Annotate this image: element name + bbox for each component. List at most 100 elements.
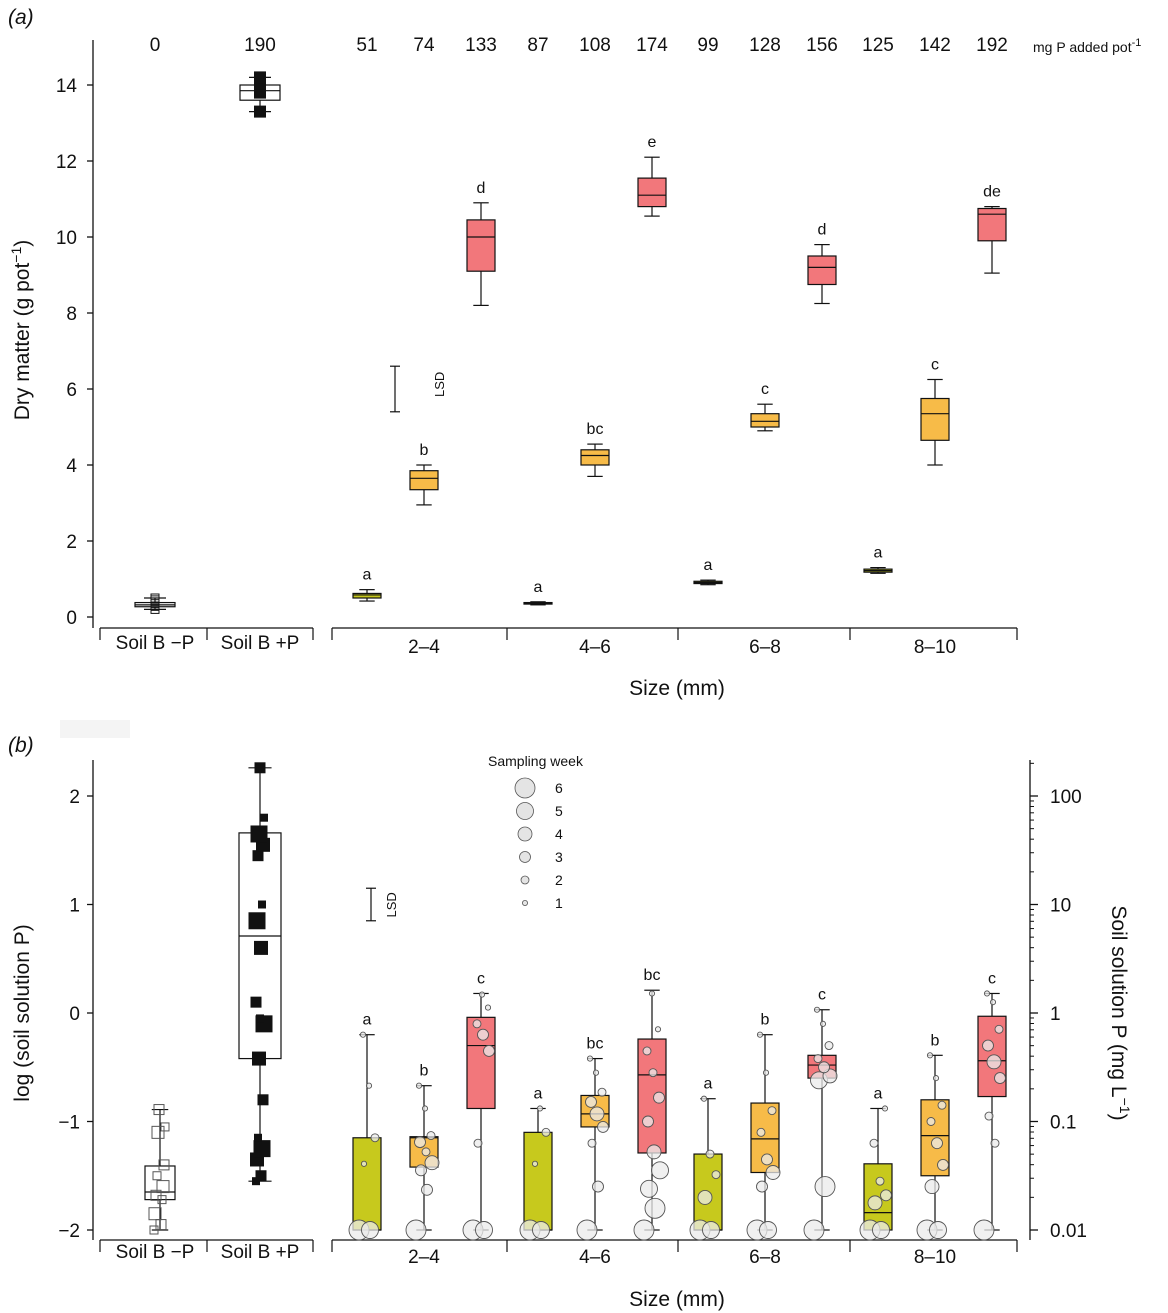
legend-marker-week-2 [520,875,530,885]
b-point-7-3 [765,1165,781,1180]
a-box-5: a [523,579,553,606]
b-control-minus-point-8 [151,1125,165,1139]
legend-marker-week-4 [517,826,533,842]
panel-b: (b) log (soil solution P) Soil solution … [8,720,1133,1311]
b-y-tick-label-2: 0 [69,1004,80,1025]
b-point-10-1 [929,1221,947,1239]
a-sig-label-4: d [477,180,486,197]
b-sig-label-5: a [534,1085,543,1102]
x-group-label-6-8: 6–8 [749,637,781,658]
panel-b-label: (b) [8,734,34,757]
b-point-8-4 [818,1061,830,1074]
a-box-12: c [920,357,950,466]
a-control-minus-point-4 [150,593,160,603]
b-sig-label-6: bc [587,1036,604,1053]
b-point-4-3 [597,1120,609,1133]
b-point-3-3 [541,1127,551,1137]
b-point-7-1 [759,1221,777,1239]
b-sig-label-11: a [874,1085,883,1102]
b-control-plus-point-3 [253,1140,271,1158]
b-control-plus-point-4 [254,1133,262,1142]
b-point-5-6 [653,1091,665,1104]
b-sig-label-2: a [363,1012,372,1029]
b-point-11-1 [990,1138,1000,1148]
a-box-3: b [409,442,439,506]
a-box-7: e [637,134,667,217]
b-right-tick-label-0: 0.01 [1050,1221,1087,1242]
b-control-minus-point-7 [158,1159,170,1171]
b-box-13: c [977,970,1007,1231]
b-point-1-4 [421,1147,431,1157]
b-point-7-5 [756,1127,766,1137]
b-sig-label-7: bc [644,967,661,984]
b-point-11-2 [984,1111,994,1121]
b-point-0-4 [365,1082,373,1089]
p-added-label-1: 190 [244,35,276,56]
legend-marker-week-3 [519,851,531,863]
b-point-11-8 [983,990,991,997]
legend-marker-week-1 [522,900,529,907]
b-point-0-3 [370,1133,380,1143]
b-lsd-label: LSD [384,892,399,917]
b-x-group-label-8-10: 8–10 [914,1247,956,1268]
b-point-5-1 [644,1197,666,1219]
b-point-3-1 [532,1221,550,1239]
a-box-13-iqr [977,207,1007,242]
b-y-tick-label-4: 2 [69,787,80,808]
a-control-plus-point-1 [254,86,266,99]
x-group-label-2-4: 2–4 [408,637,440,658]
b-control-minus-point-5 [156,1180,170,1194]
b-point-11-4 [986,1054,1002,1070]
b-point-4-0 [576,1219,598,1241]
x-group-label-8-10: 8–10 [914,637,956,658]
b-y-tick-label-3: 1 [69,896,80,917]
a-box-4-iqr [466,219,496,272]
sampling-week-legend: Sampling week 6 5 4 3 2 1 [488,753,584,911]
p-added-label-6: 108 [579,35,611,56]
b-point-8-0 [803,1219,825,1241]
b-y-tick-label-1: −1 [58,1113,80,1134]
a-box-2: a [352,567,382,602]
b-point-0-1 [361,1221,379,1239]
a-box-11: a [863,545,893,574]
lsd-label: LSD [432,372,447,397]
b-point-1-6 [426,1131,436,1141]
panel-b-x-axis-title: Size (mm) [629,1288,725,1311]
b-point-4-7 [592,1069,600,1076]
a-sig-label-6: bc [587,421,604,438]
a-sig-label-5: a [534,579,543,596]
a-control-plus-point-0 [254,105,266,118]
b-point-0-5 [359,1031,367,1038]
b-control-plus-point-1 [255,1170,267,1182]
b-box-5-iqr [523,1131,553,1231]
b-point-8-5 [813,1054,823,1064]
a-box-10-iqr [807,255,837,286]
b-point-5-5 [642,1115,654,1128]
b-sig-label-8: a [704,1076,713,1093]
b-y-tick-label-0: −2 [58,1221,80,1242]
b-point-5-2 [640,1179,658,1198]
panel-b-y-axis-title: log (soil solution P) [11,924,34,1101]
a-sig-label-2: a [363,567,372,584]
legend-label-week-2: 2 [555,872,563,888]
b-point-3-4 [536,1105,544,1112]
x-group-label-soil-b-p: Soil B +P [221,633,300,654]
b-point-2-7 [478,991,486,998]
b-point-1-3 [424,1155,440,1171]
b-control-plus-point-13 [252,850,264,862]
p-added-label-10: 156 [806,35,838,56]
p-added-label-8: 99 [697,35,718,56]
a-box-8: a [693,557,723,586]
b-point-10-6 [937,1100,947,1110]
b-point-4-6 [597,1087,607,1097]
p-added-label-12: 142 [919,35,951,56]
a-box-6-iqr [580,449,610,466]
b-point-1-8 [415,1082,423,1089]
b-point-4-8 [586,1055,594,1062]
panel-a-label: (a) [8,6,34,29]
a-sig-label-10: d [818,222,827,239]
y-tick-label-0: 0 [66,608,77,629]
p-added-label-7: 174 [636,35,668,56]
a-sig-label-3: b [420,442,429,459]
